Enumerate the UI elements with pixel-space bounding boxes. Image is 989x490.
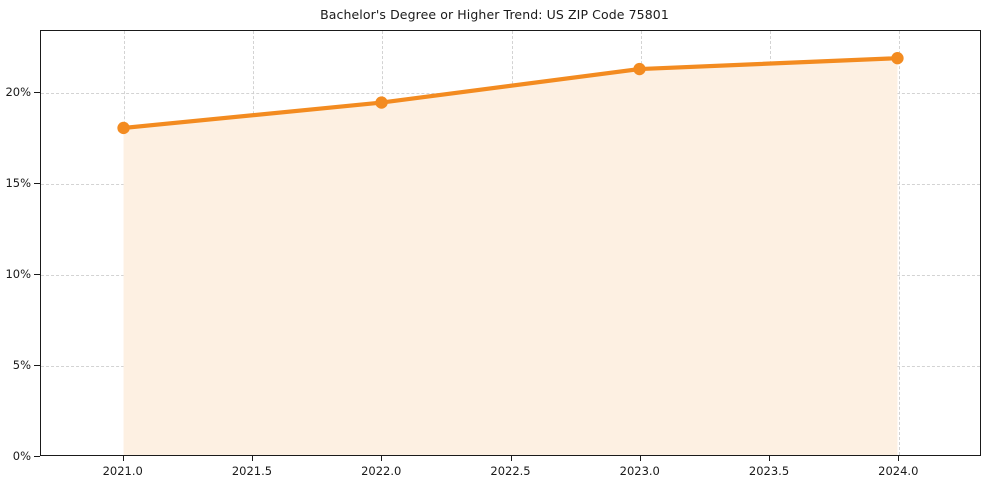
y-axis-tick-label: 5% <box>12 357 31 372</box>
series-layer <box>117 52 904 455</box>
x-axis-tick-label: 2021.0 <box>102 464 143 478</box>
x-axis-tick-label: 2023.0 <box>619 464 660 478</box>
y-axis-tick-marks <box>0 30 40 457</box>
y-axis-tick-labels: 0% 5% 10% 15% 20% <box>0 30 31 463</box>
x-axis-tick-mark <box>639 456 641 461</box>
series-line <box>121 56 900 131</box>
x-axis-tick-mark <box>381 456 383 461</box>
y-axis-tick-label: 15% <box>5 175 31 190</box>
x-axis-tick-label: 2022.0 <box>361 464 402 478</box>
x-axis-tick-label: 2022.5 <box>490 464 531 478</box>
y-axis-tick-mark <box>34 91 40 93</box>
y-axis-tick-label: 20% <box>5 84 31 99</box>
x-axis-tick-label: 2024.0 <box>878 464 919 478</box>
y-axis-tick-mark <box>34 182 40 184</box>
x-axis-tick-mark <box>898 456 900 461</box>
y-axis-tick-mark <box>34 456 40 457</box>
x-axis-tick-label: 2021.5 <box>231 464 273 478</box>
data-point-marker[interactable] <box>633 62 646 76</box>
x-axis-tick-mark <box>769 456 771 461</box>
x-axis-tick-labels: 2021.0 2021.5 2022.0 2022.5 2023.0 2023.5 2024… <box>0 456 989 490</box>
x-axis-tick-mark <box>122 456 124 461</box>
data-point-marker[interactable] <box>117 121 130 135</box>
y-axis-tick-label: 10% <box>5 266 31 281</box>
x-axis-tick-mark <box>510 456 512 461</box>
y-axis-tick-mark <box>34 273 40 275</box>
plot-area <box>40 30 981 456</box>
plot-inner <box>41 31 980 455</box>
x-axis-tick-label: 2023.5 <box>748 464 790 478</box>
y-axis-tick-mark <box>34 364 40 366</box>
series-area-fill <box>123 58 898 455</box>
data-point-marker[interactable] <box>891 52 904 65</box>
gridline-vertical <box>899 31 901 455</box>
x-axis-tick-mark <box>251 456 253 461</box>
y-axis-tick-label: 0% <box>12 449 31 463</box>
data-point-marker[interactable] <box>375 96 388 109</box>
chart-title: Bachelor's Degree or Higher Trend: US ZI… <box>320 7 669 22</box>
